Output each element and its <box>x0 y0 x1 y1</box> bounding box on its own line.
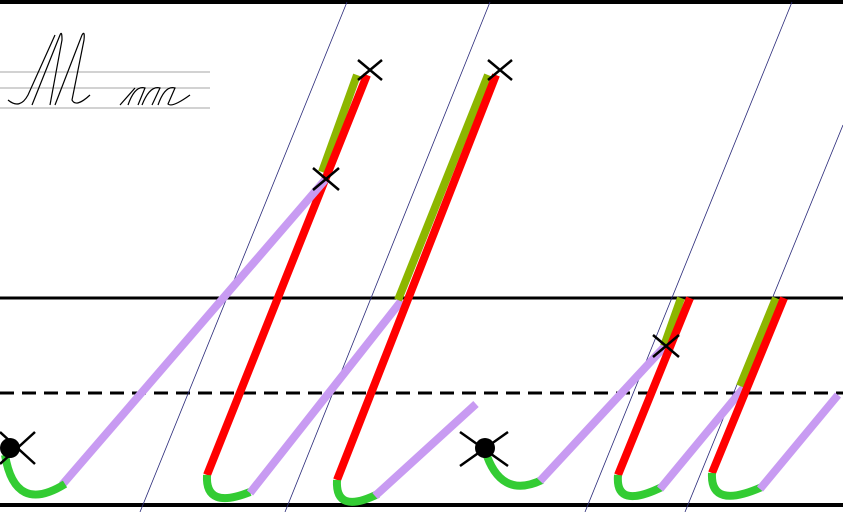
start-dot <box>0 438 20 458</box>
sample-letters <box>0 32 210 109</box>
big-letter <box>1 73 500 506</box>
start-dot <box>475 438 495 458</box>
small-letter <box>481 296 842 500</box>
